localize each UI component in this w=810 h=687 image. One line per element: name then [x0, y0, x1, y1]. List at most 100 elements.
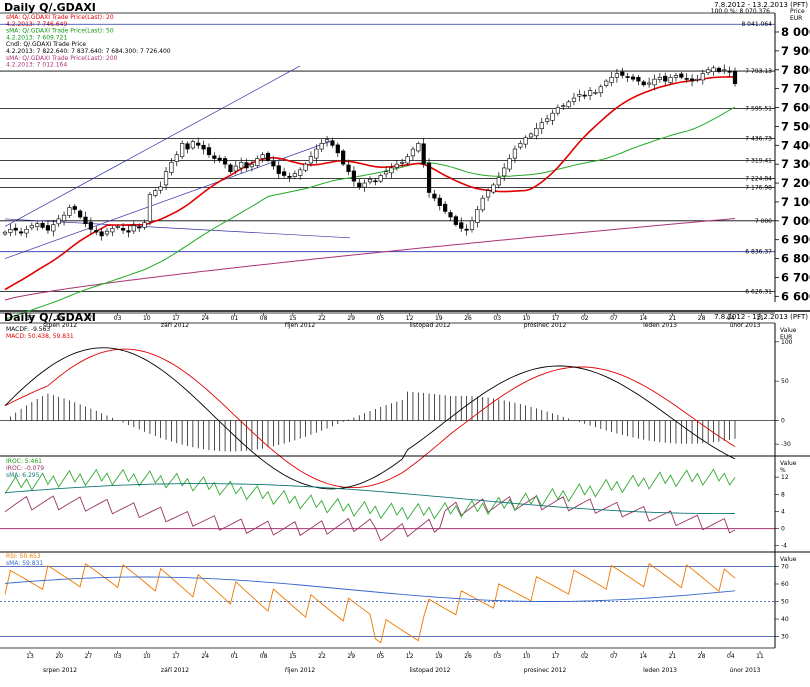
price-plot-area[interactable]: 8 041.064 7 793.13 7 595.51 7 436.73 7 319.4…	[0, 21, 775, 320]
candle-body	[137, 226, 142, 229]
sma200-line	[4, 218, 736, 301]
price-tick-label: 7 200	[781, 176, 810, 190]
candle-body	[163, 171, 169, 186]
x-tick-label: 14	[639, 653, 647, 660]
macd-panel-title: Daily Q/.GDAXI	[4, 311, 96, 324]
x-tick-label: 07	[610, 315, 618, 322]
sma50-line	[4, 106, 736, 320]
candle-body	[88, 221, 93, 230]
rsi-legend-entry: RSI: 50.653	[6, 553, 41, 560]
iroc-tick-label: 8	[781, 491, 785, 498]
macd-line	[4, 347, 736, 490]
candle-body	[99, 231, 104, 237]
x-tick-label: 13	[26, 653, 34, 660]
candle-body	[523, 137, 528, 145]
level-label: 7 319.41	[745, 157, 772, 164]
candle-body	[201, 144, 206, 150]
sma20-line	[4, 75, 736, 291]
x-tick-label: 15	[289, 315, 297, 322]
macd-tick-label: 50	[781, 378, 789, 385]
candle-body	[260, 154, 265, 159]
candle-body	[652, 78, 657, 86]
candle-body	[636, 77, 641, 82]
x-month-label: listopad 2012	[410, 322, 451, 329]
candle-body	[405, 156, 410, 164]
candle-body	[324, 139, 330, 143]
candle-body	[469, 220, 475, 230]
x-tick-label: 22	[318, 653, 326, 660]
candle-body	[276, 165, 281, 174]
iroc-legend-entry: sMA: 6.295	[6, 472, 40, 479]
macd-plot-area[interactable]	[0, 347, 775, 490]
candle-body	[663, 75, 668, 82]
candle-body	[78, 210, 83, 218]
rsi-legend-entry: sMA: 59.831	[6, 560, 43, 567]
x-tick-label: 10	[523, 653, 531, 660]
indicator-x-axis: 13 20 27 03 10 17 24 01 08 15 22 29 05 12 19 26 03 10 17 02…	[26, 651, 764, 674]
rsi-line	[4, 562, 736, 644]
candle-body	[341, 150, 346, 165]
macd-signal-line	[4, 348, 736, 489]
rsi-tick-label: 50	[781, 599, 789, 606]
x-tick-label: 04	[727, 315, 735, 322]
candle-body	[29, 225, 34, 229]
candle-body	[598, 86, 603, 94]
candle-body	[539, 122, 544, 129]
candle-body	[400, 161, 405, 164]
iroc-plot-area[interactable]	[0, 468, 775, 542]
candle-body	[282, 171, 287, 176]
price-tick-label: 6 900	[781, 233, 810, 247]
price-axis-title: Price	[790, 8, 805, 15]
x-tick-label: 05	[377, 315, 385, 322]
rsi-tick-label: 30	[781, 634, 789, 641]
candle-body	[357, 182, 362, 188]
candle-body	[19, 231, 24, 234]
iroc-line-1	[4, 468, 736, 521]
candle-body	[716, 67, 721, 72]
x-month-label: říjen 2012	[285, 322, 316, 329]
rsi-axis-title: Value	[780, 556, 797, 563]
x-tick-label: 17	[172, 653, 180, 660]
x-month-label: únor 2013	[730, 667, 761, 674]
level-label: 7 436.73	[745, 135, 772, 142]
candle-body	[35, 223, 40, 227]
macd-tick-label: -30	[781, 441, 791, 448]
x-month-label: únor 2013	[730, 322, 761, 329]
x-tick-label: 10	[143, 315, 151, 322]
price-tick-label: 7 400	[781, 138, 810, 152]
candle-body	[587, 90, 593, 96]
price-tick-label: 6 600	[781, 289, 810, 303]
candle-body	[410, 148, 416, 157]
rsi-plot-area[interactable]	[0, 562, 775, 644]
candle-body	[120, 228, 126, 231]
candle-body	[555, 107, 560, 114]
candle-body	[679, 73, 684, 78]
candle-body	[485, 190, 491, 198]
candle-body	[367, 178, 373, 183]
candle-body	[212, 155, 217, 159]
x-tick-label: 29	[347, 315, 355, 322]
candle-body	[561, 105, 566, 107]
rsi-tick-label: 70	[781, 564, 789, 571]
candle-body	[233, 165, 238, 172]
candle-body	[502, 167, 507, 177]
candle-body	[110, 228, 115, 233]
candle-body	[180, 143, 185, 157]
candle-body	[673, 75, 679, 78]
candle-body	[126, 230, 131, 233]
x-tick-label: 26	[464, 315, 472, 322]
candle-body	[72, 206, 77, 210]
candle-body	[437, 197, 442, 207]
candle-body	[298, 169, 303, 176]
candle-body	[604, 80, 609, 86]
candle-body	[61, 214, 67, 222]
price-x-axis: 13 20 27 03 10 17 24 01 08 15 22 29 05 12 19 26 03 10 17 02…	[26, 313, 764, 329]
x-tick-label: 01	[231, 315, 239, 322]
x-tick-label: 28	[698, 315, 706, 322]
candle-body	[222, 158, 228, 165]
candle-body	[196, 142, 201, 146]
x-tick-label: 12	[406, 315, 414, 322]
